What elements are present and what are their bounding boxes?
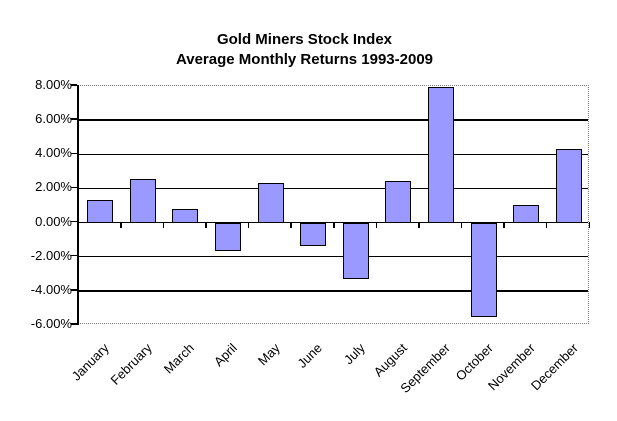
gridline-4	[79, 153, 588, 156]
y-axis-tick	[71, 289, 77, 291]
y-axis-tick-label: 4.00%	[35, 145, 72, 161]
y-axis-line	[76, 85, 79, 325]
x-axis-tick	[460, 221, 463, 228]
x-axis-tick	[77, 221, 79, 228]
bar-august	[385, 180, 412, 223]
x-category-label-january: January	[68, 340, 113, 384]
x-axis-tick	[162, 221, 165, 228]
bar-september	[427, 86, 454, 223]
bar-may	[257, 183, 284, 223]
bar-march	[172, 208, 199, 223]
y-axis-tick	[71, 186, 77, 189]
y-axis-tick	[71, 254, 77, 257]
x-axis-tick	[247, 221, 250, 228]
bar-january	[87, 200, 114, 223]
y-axis-tick	[71, 220, 77, 223]
bar-october	[470, 222, 497, 318]
bar-december	[555, 149, 582, 223]
plot-area	[78, 85, 589, 324]
bar-february	[129, 179, 156, 223]
gridline--4	[79, 290, 588, 292]
y-axis-tick	[71, 323, 77, 325]
y-axis-tick-label: 6.00%	[35, 111, 72, 127]
x-axis-tick	[290, 221, 292, 228]
bar-july	[342, 222, 369, 279]
y-axis-tick-label: 8.00%	[35, 77, 72, 92]
y-axis-tick	[71, 118, 77, 120]
y-axis-tick	[71, 152, 77, 155]
x-axis-tick	[503, 221, 505, 228]
y-axis-tick-label: 2.00%	[35, 179, 72, 195]
x-axis-tick	[418, 221, 420, 228]
chart-title: Gold Miners Stock Index Average Monthly …	[14, 30, 595, 70]
y-axis-tick-label: -4.00%	[30, 281, 72, 297]
bar-april	[215, 222, 242, 251]
x-axis-tick	[545, 221, 548, 228]
x-axis-tick	[375, 221, 378, 228]
gridline-6	[79, 119, 588, 121]
bar-november	[513, 204, 540, 223]
x-axis-tick	[205, 221, 207, 228]
gridline-2	[79, 187, 588, 190]
y-axis-tick-label: 0.00%	[35, 213, 72, 229]
x-axis-tick	[120, 221, 122, 228]
chart-frame: Gold Miners Stock Index Average Monthly …	[14, 19, 595, 403]
y-axis-tick	[71, 84, 77, 86]
chart-title-line2: Average Monthly Returns 1993-2009	[175, 51, 434, 68]
y-axis-tick-label: -2.00%	[30, 247, 72, 263]
y-axis-tick-label: -6.00%	[30, 316, 72, 331]
bar-june	[300, 222, 327, 247]
x-axis-tick	[333, 221, 335, 228]
gridline--2	[79, 255, 588, 258]
chart-title-line1: Gold Miners Stock Index	[216, 31, 393, 48]
x-axis-tick	[588, 221, 590, 228]
